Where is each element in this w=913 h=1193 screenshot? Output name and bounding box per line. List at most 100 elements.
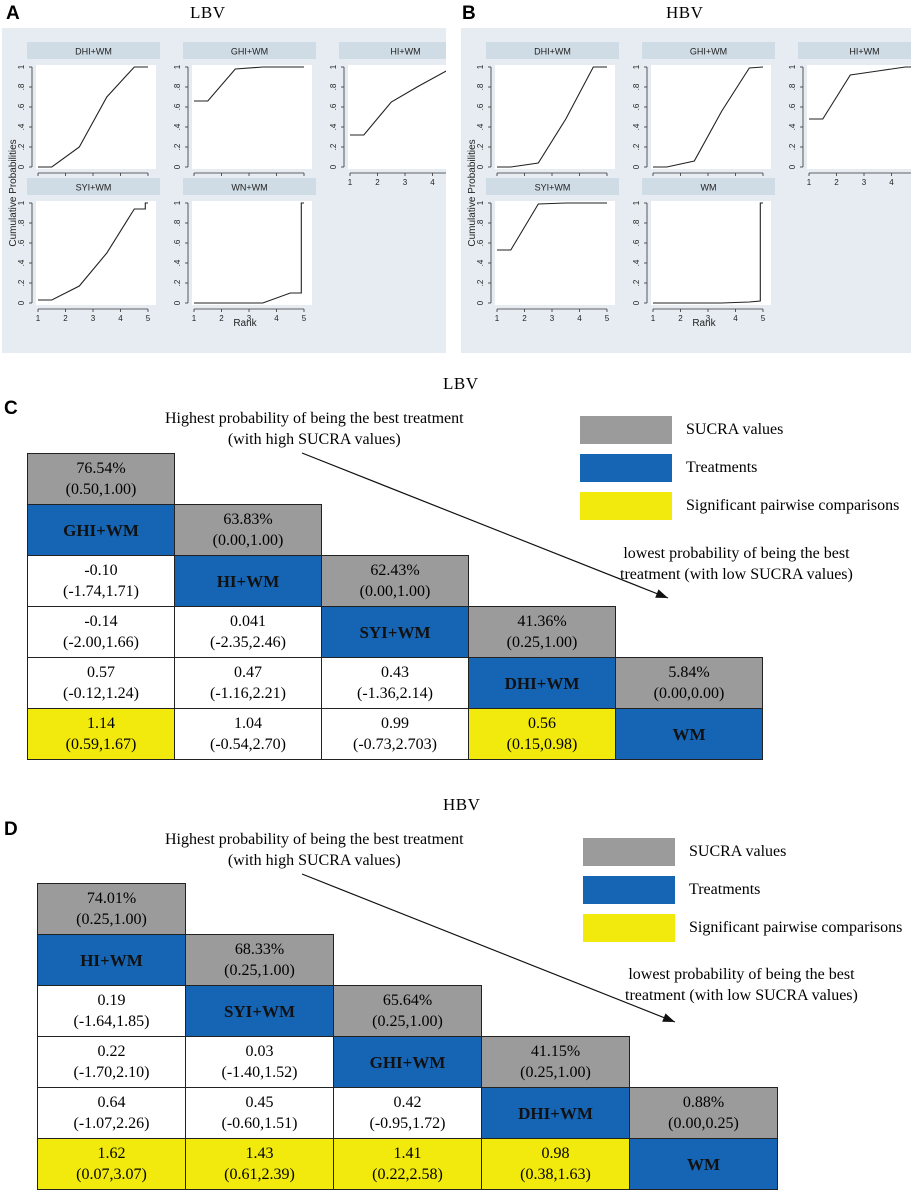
x-tick-label: 2 xyxy=(522,314,527,323)
legend-label: Significant pairwise comparisons xyxy=(689,919,903,936)
cell-ci: (-0.60,1.51) xyxy=(221,1115,298,1132)
cell-value: 5.84% xyxy=(668,664,710,681)
panel-letter-a: A xyxy=(6,3,20,24)
cell-value: GHI+WM xyxy=(369,1052,446,1072)
comparison-cell: 0.99 (-0.73,2.703) xyxy=(321,708,469,760)
cell-value: GHI+WM xyxy=(63,520,139,540)
y-tick-label: .4 xyxy=(788,123,797,130)
panel-title-b: HBV xyxy=(666,3,704,22)
x-tick-label: 4 xyxy=(577,314,582,323)
comparison-cell: 0.22 (-1.70,2.10) xyxy=(37,1036,186,1088)
y-tick-label: .6 xyxy=(788,103,797,110)
comparison-cell: 0.57 (-0.12,1.24) xyxy=(27,657,175,709)
y-tick-label: .6 xyxy=(632,103,641,110)
subplot-plot-bg xyxy=(651,201,771,305)
y-tick-label: 1 xyxy=(476,64,485,69)
significant-comparison-cell: 1.14 (0.59,1.67) xyxy=(27,708,175,760)
legend-item: Treatments xyxy=(580,454,757,482)
y-tick-label: 0 xyxy=(17,164,26,169)
annotation-low-line: treatment (with low SUCRA values) xyxy=(625,987,858,1004)
legend-item: Significant pairwise comparisons xyxy=(580,492,899,520)
y-tick-label: 1 xyxy=(788,64,797,69)
cell-value: 0.88% xyxy=(682,1094,725,1111)
y-tick-label: .4 xyxy=(476,123,485,130)
cell-ci: (0.25,1.00) xyxy=(224,962,295,979)
cell-ci: (0.00,0.25) xyxy=(668,1115,739,1132)
x-tick-label: 1 xyxy=(36,314,41,323)
y-tick-label: .2 xyxy=(788,143,797,150)
subplot-plot-bg xyxy=(192,65,312,169)
legend-label: Treatments xyxy=(686,459,758,476)
y-tick-label: 0 xyxy=(476,164,485,169)
significant-comparison-cell: 0.98 (0.38,1.63) xyxy=(481,1138,630,1190)
y-tick-label: .8 xyxy=(632,83,641,90)
subplot-title: HI+WM xyxy=(390,47,420,57)
annotation-high: Highest probability of being the best tr… xyxy=(165,829,464,871)
cell-value: HI+WM xyxy=(80,950,143,970)
cell-ci: (0.00,1.00) xyxy=(359,583,431,600)
y-tick-label: .2 xyxy=(632,143,641,150)
cell-value: 0.57 xyxy=(87,664,115,681)
cell-value: 0.47 xyxy=(234,664,262,681)
y-tick-label: 0 xyxy=(329,164,338,169)
series-line-wm xyxy=(653,202,763,304)
trend-arrow-head xyxy=(662,1013,675,1022)
y-tick-label: .2 xyxy=(173,143,182,150)
annotation-high-line: (with high SUCRA values) xyxy=(227,431,401,448)
cell-ci: (-0.54,2.70) xyxy=(210,736,286,753)
x-tick-label: 4 xyxy=(118,314,123,323)
subplot-strip xyxy=(642,42,775,59)
legend-swatch xyxy=(580,454,672,482)
comparison-cell: 0.19 (-1.64,1.85) xyxy=(37,985,186,1037)
subplot-plot-bg xyxy=(495,65,615,169)
series-line-wn-wm xyxy=(194,202,304,304)
cell-value: 0.98 xyxy=(541,1145,570,1162)
cell-ci: (-0.95,1.72) xyxy=(369,1115,446,1132)
x-tick-label: 1 xyxy=(192,314,197,323)
x-tick-label: 3 xyxy=(706,314,711,323)
cell-value: 41.15% xyxy=(530,1043,581,1060)
y-tick-label: 0 xyxy=(632,164,641,169)
legend-swatch xyxy=(583,914,675,942)
cell-value: WM xyxy=(672,724,706,744)
y-tick-label: .4 xyxy=(17,259,26,266)
y-tick-label: .4 xyxy=(173,259,182,266)
cell-value: 0.56 xyxy=(528,715,556,732)
subplot-title: GHI+WM xyxy=(690,47,727,57)
y-tick-label: .6 xyxy=(476,103,485,110)
comparison-cell: 0.03 (-1.40,1.52) xyxy=(185,1036,334,1088)
y-tick-label: .8 xyxy=(476,83,485,90)
annotation-low-line: treatment (with low SUCRA values) xyxy=(620,566,853,583)
subplot-title: HI+WM xyxy=(849,47,879,57)
cell-value: 41.36% xyxy=(517,613,567,630)
x-tick-label: 5 xyxy=(761,314,766,323)
y-tick-label: .8 xyxy=(476,219,485,226)
legend-label: Significant pairwise comparisons xyxy=(686,497,900,514)
cell-value: 0.03 xyxy=(245,1043,274,1060)
subplot-title: GHI+WM xyxy=(231,47,268,57)
significant-comparison-cell: 1.41 (0.22,2.58) xyxy=(333,1138,482,1190)
y-axis-label: Cumulative Probabilities xyxy=(8,139,19,246)
treatment-cell: SYI+WM xyxy=(185,985,334,1037)
cell-ci: (-1.36,2.14) xyxy=(357,685,433,702)
cell-ci: (-2.00,1.66) xyxy=(63,634,139,651)
cell-value: 65.64% xyxy=(382,992,433,1009)
sucra-cell: 41.36% (0.25,1.00) xyxy=(468,606,616,658)
y-tick-label: 1 xyxy=(173,200,182,205)
y-tick-label: .8 xyxy=(17,83,26,90)
subplot-plot-bg xyxy=(192,201,312,305)
sucra-cell: 62.43% (0.00,1.00) xyxy=(321,555,469,607)
cell-ci: (0.00,1.00) xyxy=(212,532,284,549)
cell-value: DHI+WM xyxy=(518,1103,593,1123)
annotation-low-line: lowest probability of being the best xyxy=(623,545,850,562)
comparison-cell: 0.45 (-0.60,1.51) xyxy=(185,1087,334,1139)
subplot-strip xyxy=(339,42,472,59)
y-tick-label: .4 xyxy=(476,259,485,266)
y-tick-label: .2 xyxy=(173,279,182,286)
cell-value: 76.54% xyxy=(76,460,126,477)
x-tick-label: 3 xyxy=(550,314,555,323)
y-tick-label: .8 xyxy=(173,219,182,226)
x-tick-label: 5 xyxy=(146,314,151,323)
cell-value: 0.42 xyxy=(393,1094,422,1111)
y-tick-label: .6 xyxy=(17,103,26,110)
